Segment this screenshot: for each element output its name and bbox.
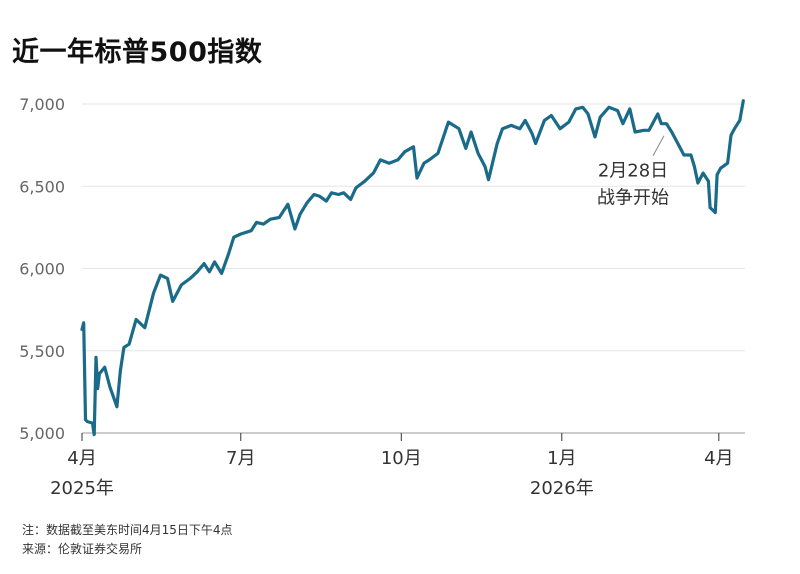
x-tick-label: 4月 (704, 448, 733, 469)
annotation-label: 战争开始 (597, 188, 669, 209)
source-note: 来源：伦敦证券交易所 (22, 542, 143, 556)
annotation-leader-line (652, 135, 665, 156)
grid-lines (82, 103, 745, 352)
y-tick-label: 5,000 (19, 424, 65, 443)
series-line (80, 99, 745, 437)
footnote: 注：数据截至美东时间4月15日下午4点 (22, 523, 233, 537)
y-tick-label: 6,500 (19, 177, 65, 196)
x-tick-year-label: 2026年 (530, 478, 594, 499)
line-chart: 5,000 5,500 6,000 6,500 7,000 4月 2025年 7月 10月 1月… (19, 95, 745, 499)
x-tick-label: 1月 (547, 448, 576, 469)
x-tick-label: 10月 (381, 448, 422, 469)
annotation-date: 2月28日 (598, 161, 668, 182)
y-axis-labels: 5,000 5,500 6,000 6,500 7,000 (19, 95, 65, 443)
y-tick-label: 6,000 (19, 260, 65, 279)
y-tick-label: 5,500 (19, 342, 65, 361)
x-tick-year-label: 2025年 (50, 478, 114, 499)
x-axis: 4月 2025年 7月 10月 1月 2026年 4月 (50, 432, 745, 499)
y-tick-label: 7,000 (19, 95, 65, 114)
chart-title: 近一年标普500指数 (12, 37, 263, 68)
x-tick-label: 4月 (67, 448, 96, 469)
x-tick-label: 7月 (226, 448, 255, 469)
